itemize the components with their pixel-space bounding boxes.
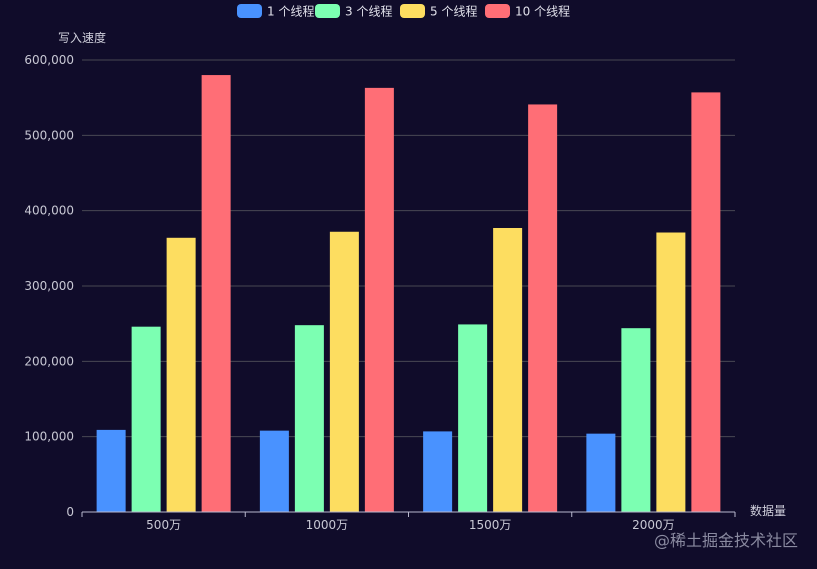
x-tick-label: 1000万 (306, 518, 349, 532)
legend-label: 3 个线程 (345, 4, 392, 19)
bar (493, 227, 523, 512)
y-tick-label: 100,000 (24, 430, 74, 444)
bar (364, 87, 394, 512)
bar (586, 433, 616, 512)
bar (691, 92, 721, 512)
y-axis-ticks: 0 100,000 200,000 300,000 400,000 500,000 600,… (24, 53, 74, 519)
bar (131, 326, 161, 512)
bars (96, 75, 721, 513)
bar (294, 325, 324, 512)
legend-label: 5 个线程 (430, 4, 477, 19)
bar (201, 75, 231, 513)
legend-label: 10 个线程 (515, 4, 570, 19)
legend[interactable]: 1 个线程 3 个线程 5 个线程 10 个线程 (237, 4, 570, 19)
legend-swatch (400, 4, 425, 18)
legend-swatch (237, 4, 262, 18)
legend-item[interactable]: 3 个线程 (315, 4, 392, 19)
bar (423, 431, 453, 512)
x-tick-label: 500万 (146, 518, 181, 532)
legend-item[interactable]: 1 个线程 (237, 4, 314, 19)
bar (259, 430, 289, 512)
x-tick-label: 2000万 (632, 518, 675, 532)
y-tick-label: 0 (66, 505, 74, 519)
y-tick-label: 300,000 (24, 279, 74, 293)
bar (621, 328, 651, 512)
y-tick-label: 600,000 (24, 53, 74, 67)
x-axis: 500万 1000万 1500万 2000万 (81, 511, 736, 532)
watermark-text: @稀土掘金技术社区 (654, 531, 798, 550)
legend-swatch (485, 4, 510, 18)
y-axis-title: 写入速度 (58, 30, 106, 45)
bar (166, 237, 196, 512)
legend-label: 1 个线程 (267, 4, 314, 19)
bar (528, 104, 558, 513)
bar (458, 324, 488, 512)
y-tick-label: 200,000 (24, 354, 74, 368)
bar (329, 231, 359, 512)
bar (656, 232, 686, 512)
x-axis-title: 数据量 (750, 503, 786, 518)
y-tick-label: 500,000 (24, 128, 74, 142)
legend-swatch (315, 4, 340, 18)
bar (96, 429, 126, 512)
legend-item[interactable]: 10 个线程 (485, 4, 570, 19)
y-tick-label: 400,000 (24, 204, 74, 218)
x-tick-label: 1500万 (469, 518, 512, 532)
legend-item[interactable]: 5 个线程 (400, 4, 477, 19)
